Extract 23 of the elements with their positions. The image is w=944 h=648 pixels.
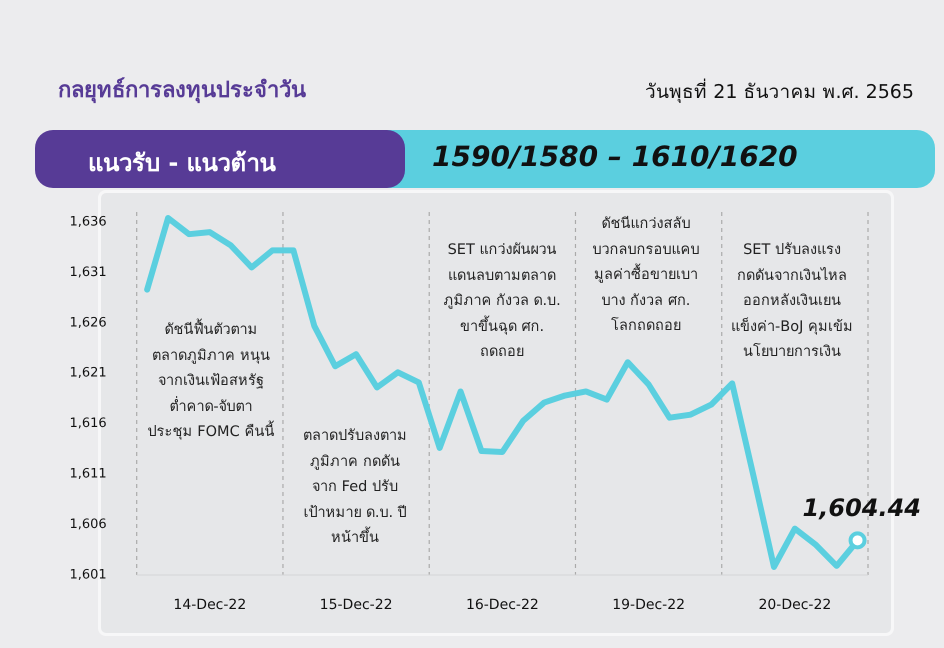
chart-title: กลยุทธ์การลงทุนประจำวัน [58, 76, 306, 106]
x-tick-label: 14-Dec-22 [173, 597, 246, 614]
text: 1590/1580 – 1610/1620 [432, 140, 798, 173]
y-tick-label: 1,621 [69, 366, 107, 381]
annotation: SET แกว่งผันผวน แดนลบตามตลาด ภูมิภาค กังวล ด.บ. ขาขึ้นฉุด ศก. ถดถอย [443, 241, 561, 362]
y-tick-label: 1,606 [69, 516, 107, 532]
annotation: SET ปรับลงแรง กดดันจากเงินไหล ออกหลังเงินเยน แข็งค่า-BoJ คุมเข้ม นโยบายการเงิน [731, 241, 853, 362]
y-tick-label: 1,601 [69, 567, 107, 582]
text: แนวรับ - แนวต้าน [88, 148, 276, 179]
annotation: ดัชนีฟื้นตัวตาม ตลาดภูมิภาค หนุน จากเงินเฟ้อสหรัฐ ต่ำคาด-จับตา ประชุม FOMC คืนนี้ [148, 318, 274, 442]
x-tick-label: 15-Dec-22 [320, 597, 393, 614]
chart-subtitle: วันพุธที่ 21 ธันวาคม พ.ศ. 2565 [645, 78, 914, 105]
y-tick-label: 1,611 [69, 466, 107, 482]
annotation: ตลาดปรับลงตาม ภูมิภาค กดดัน จาก Fed ปรับ เป้าหมาย ด.บ. ปี หน้าขึ้น [303, 427, 407, 548]
x-tick-label: 19-Dec-22 [612, 597, 686, 614]
x-tick-label: 16-Dec-22 [466, 597, 539, 614]
x-tick-label: 20-Dec-22 [758, 597, 832, 614]
y-tick-label: 1,636 [69, 214, 107, 230]
y-tick-label: 1,626 [69, 315, 107, 330]
annotation: 1,604.44 [802, 494, 921, 522]
y-tick-label: 1,616 [69, 416, 107, 432]
y-tick-label: 1,631 [69, 264, 107, 280]
annotation: ดัชนีแกว่งสลับ บวกลบกรอบแคบ มูลค่าซื้อขายเบา บาง กังวล ศก. โลกถดถอย [592, 214, 700, 336]
